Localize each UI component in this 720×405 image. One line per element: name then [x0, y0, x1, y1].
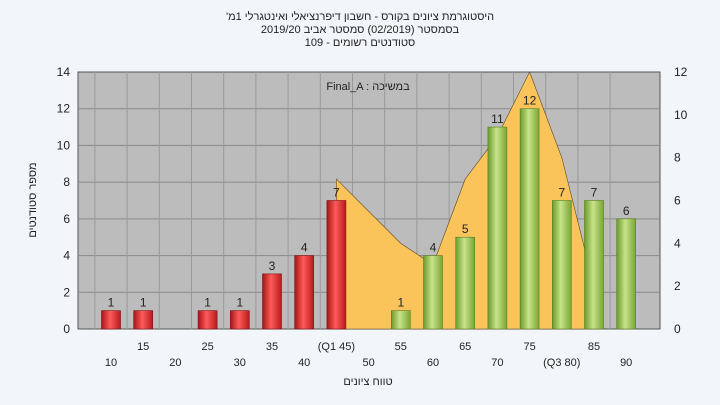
y2-tick-label: 2: [674, 279, 681, 293]
bars-layer: [101, 108, 637, 330]
y-tick-label: 12: [57, 102, 71, 116]
histogram-bar: [519, 108, 540, 330]
y2-tick-label: 8: [674, 151, 681, 165]
x-tick-label: 85: [588, 341, 600, 353]
y-tick-label: 10: [57, 138, 71, 152]
y-tick-label: 6: [63, 212, 70, 226]
chart-annotation: Final_A : במשיכה: [326, 81, 410, 93]
y-tick-label: 8: [63, 175, 70, 189]
x-tick-label: 60: [427, 357, 439, 369]
bar-value-label: 5: [462, 222, 469, 236]
histogram-bar: [294, 255, 315, 330]
x-tick-label: (Q1 45): [318, 341, 355, 353]
bar-value-label: 1: [236, 296, 243, 310]
bar-value-label: 7: [591, 186, 598, 200]
histogram-bar: [133, 310, 153, 330]
histogram-bar: [584, 200, 604, 330]
x-tick-label: 10: [105, 357, 117, 369]
histogram-bar: [423, 255, 443, 330]
histogram-bar: [616, 218, 637, 330]
histogram-bar: [455, 236, 476, 330]
bar-value-label: 4: [301, 241, 308, 255]
y-tick-label: 14: [57, 65, 71, 79]
y-tick-label: 0: [63, 322, 70, 336]
x-tick-label: 65: [459, 341, 471, 353]
y-axis-right: 0 2 4 6 8 10 12: [674, 65, 688, 336]
y-tick-label: 2: [63, 285, 70, 299]
x-tick-label: 30: [234, 357, 246, 369]
bar-value-label: 12: [523, 94, 537, 108]
histogram-bar: [487, 126, 508, 330]
x-tick-label: 15: [137, 341, 149, 353]
x-tick-label: 55: [395, 341, 407, 353]
y-tick-label: 4: [63, 249, 70, 263]
y2-tick-label: 4: [674, 236, 681, 250]
chart-title: 'היסטוגרמת ציונים בקורס - חשבון דיפרנציא…: [226, 10, 494, 49]
x-tick-label: 20: [169, 357, 181, 369]
x-tick-label: 90: [620, 357, 632, 369]
x-tick-label: 75: [523, 341, 535, 353]
x-axis: 10 20 30 40 50 60 70 (Q3 80) 90 15 25 35 (Q1 45) 55 65…: [105, 341, 632, 369]
histogram-bar: [101, 310, 121, 330]
x-tick-label: 40: [298, 357, 310, 369]
x-tick-label: 25: [201, 341, 213, 353]
bar-value-label: 1: [397, 296, 404, 310]
bar-value-label: 3: [269, 259, 276, 273]
title-line: סטודנטים רשומים - 109: [305, 37, 416, 49]
y-axis-left: 0 2 4 6 8 10 12 14: [57, 65, 71, 336]
histogram-bar: [551, 200, 572, 330]
histogram-bar: [390, 310, 411, 330]
y2-tick-label: 0: [674, 322, 681, 336]
x-tick-label: 50: [362, 357, 374, 369]
histogram-bar: [197, 310, 218, 330]
title-line: בסמסטר (02/2019) סמסטר אביב 2019/20: [261, 24, 460, 36]
bar-value-label: 7: [558, 186, 565, 200]
x-tick-label: 70: [491, 357, 503, 369]
bar-value-label: 1: [108, 296, 115, 310]
bar-value-label: 11: [491, 112, 504, 126]
x-tick-label: 35: [266, 341, 278, 353]
y2-tick-label: 12: [674, 65, 688, 79]
histogram-bar: [230, 310, 250, 330]
bar-value-label: 1: [140, 296, 147, 310]
histogram-bar: [326, 200, 347, 330]
y2-tick-label: 10: [674, 108, 688, 122]
x-tick-label: (Q3 80): [543, 357, 580, 369]
bar-value-label: 1: [204, 296, 211, 310]
y-axis-title: מספר סטודנטים: [27, 162, 39, 237]
bar-value-label: 6: [623, 204, 630, 218]
bar-value-label: 7: [333, 186, 340, 200]
bar-value-label: 4: [430, 241, 437, 255]
title-line: 'היסטוגרמת ציונים בקורס - חשבון דיפרנציא…: [226, 10, 494, 23]
x-axis-title: טווח ציונים: [343, 376, 392, 388]
y2-tick-label: 6: [674, 194, 681, 208]
histogram-bar: [262, 273, 282, 330]
